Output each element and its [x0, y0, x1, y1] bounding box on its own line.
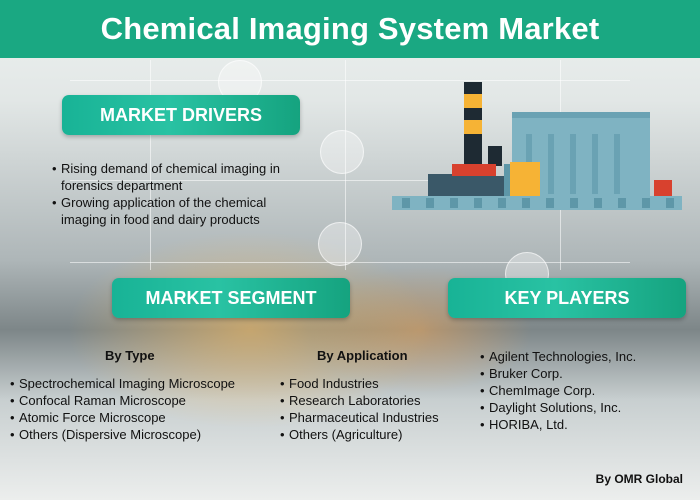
- title-banner: Chemical Imaging System Market: [0, 0, 700, 58]
- list-item: HORIBA, Ltd.: [480, 416, 690, 433]
- page-title: Chemical Imaging System Market: [100, 11, 600, 46]
- key-players-label: KEY PLAYERS: [504, 287, 630, 308]
- source-credit: By OMR Global: [595, 472, 683, 486]
- list-item: Growing application of the chemical imag…: [52, 194, 312, 228]
- key-players-heading: KEY PLAYERS: [448, 278, 686, 318]
- cloud-icon: [318, 222, 362, 266]
- list-item: Bruker Corp.: [480, 365, 690, 382]
- market-segment-heading: MARKET SEGMENT: [112, 278, 350, 318]
- type-list: Spectrochemical Imaging Microscope Confo…: [10, 375, 285, 443]
- list-item: Confocal Raman Microscope: [10, 392, 285, 409]
- list-item: Daylight Solutions, Inc.: [480, 399, 690, 416]
- application-list: Food Industries Research Laboratories Ph…: [280, 375, 470, 443]
- list-item: Others (Agriculture): [280, 426, 470, 443]
- by-type-title: By Type: [105, 348, 155, 363]
- list-item: Pharmaceutical Industries: [280, 409, 470, 426]
- factory-illustration: [392, 82, 682, 210]
- list-item: Rising demand of chemical imaging in for…: [52, 160, 312, 194]
- list-item: Others (Dispersive Microscope): [10, 426, 285, 443]
- list-item: Spectrochemical Imaging Microscope: [10, 375, 285, 392]
- list-item: Food Industries: [280, 375, 470, 392]
- list-item: Atomic Force Microscope: [10, 409, 285, 426]
- list-item: ChemImage Corp.: [480, 382, 690, 399]
- market-drivers-heading: MARKET DRIVERS: [62, 95, 300, 135]
- market-segment-label: MARKET SEGMENT: [145, 287, 317, 308]
- by-application-title: By Application: [317, 348, 408, 363]
- drivers-list: Rising demand of chemical imaging in for…: [52, 160, 312, 228]
- players-list: Agilent Technologies, Inc. Bruker Corp. …: [480, 348, 690, 433]
- list-item: Research Laboratories: [280, 392, 470, 409]
- market-drivers-label: MARKET DRIVERS: [99, 104, 262, 125]
- list-item: Agilent Technologies, Inc.: [480, 348, 690, 365]
- plug-icon: [320, 130, 364, 174]
